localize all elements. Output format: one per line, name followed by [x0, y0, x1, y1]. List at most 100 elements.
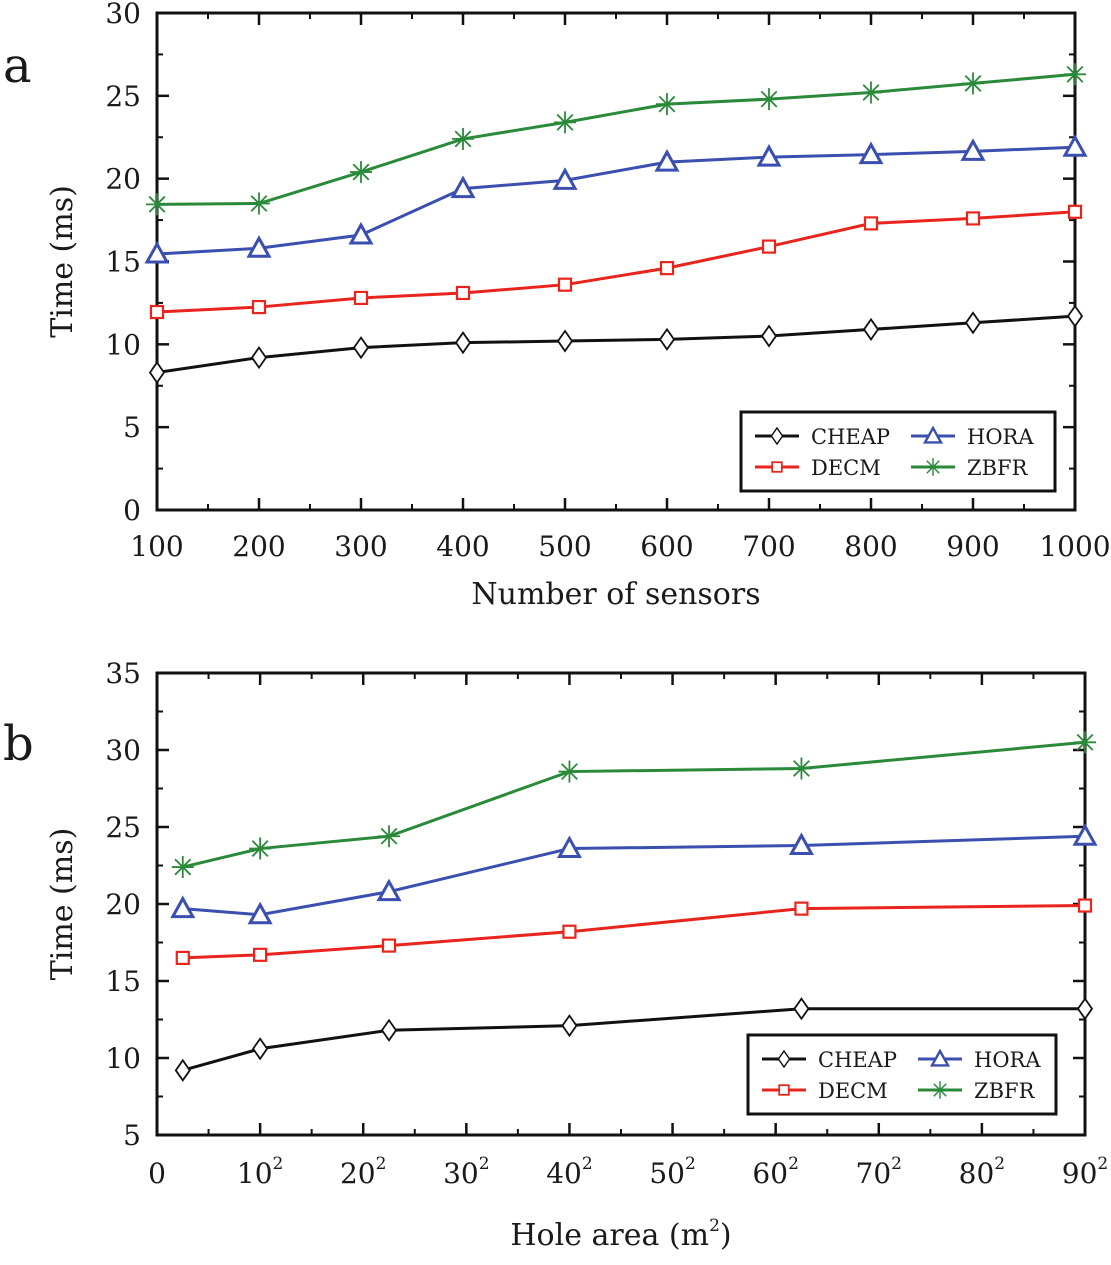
y-tick-label: 15 — [105, 246, 141, 279]
legend-item-zbfr: ZBFR — [911, 456, 1029, 480]
data-point-decm — [1077, 898, 1093, 913]
legend-diamond-icon — [777, 1049, 791, 1069]
data-point-cheap — [793, 997, 810, 1021]
data-point-zbfr — [171, 856, 194, 879]
x-axis-title-superscript: 2 — [709, 1216, 720, 1236]
x-tick-label-superscript: 2 — [685, 1154, 696, 1174]
data-point-cheap — [658, 327, 676, 351]
star-stroke — [250, 195, 268, 212]
legend-item-hora: HORA — [911, 425, 1034, 449]
x-tick-label-text: 200 — [232, 530, 285, 563]
data-point-zbfr — [758, 88, 780, 111]
y-axis-title: Time (ms) — [45, 185, 80, 338]
series-zbfr — [171, 731, 1096, 879]
legend-label: ZBFR — [967, 456, 1029, 480]
legend-label: ZBFR — [974, 1079, 1036, 1103]
data-point-cheap — [380, 1018, 398, 1042]
series-line-decm — [182, 904, 1086, 960]
legend: CHEAP DECM HORA ZBFR — [739, 410, 1057, 493]
x-tick-label-superscript: 2 — [582, 1154, 593, 1174]
x-tick-label-text: 90 — [1062, 1157, 1098, 1190]
x-tick-label: 302 — [443, 1154, 489, 1190]
data-point-hora — [552, 167, 578, 190]
data-point-decm — [562, 924, 577, 939]
x-tick-label-text: 0 — [148, 1157, 166, 1190]
x-tick-label: 902 — [1062, 1154, 1108, 1190]
y-tick-label: 35 — [105, 657, 141, 690]
data-point-hora — [376, 878, 402, 902]
legend-label: DECM — [811, 456, 881, 480]
legend-diamond-icon — [770, 426, 784, 446]
x-tick-label: 102 — [237, 1154, 283, 1190]
legend-item-hora: HORA — [918, 1048, 1041, 1072]
data-point-zbfr — [790, 757, 813, 780]
x-tick-label: 600 — [640, 530, 693, 563]
series-decm — [149, 204, 1083, 320]
data-point-zbfr — [1074, 731, 1096, 754]
legend-box — [739, 410, 1057, 493]
series-line-decm — [156, 210, 1076, 314]
data-point-hora — [556, 835, 582, 859]
star-stroke — [380, 827, 398, 845]
data-point-zbfr — [248, 192, 270, 215]
data-point-cheap — [454, 331, 472, 355]
data-point-cheap — [1066, 304, 1084, 328]
x-axis-title-text: Hole area (m — [510, 1218, 709, 1253]
x-tick-label: 702 — [856, 1154, 902, 1190]
data-point-decm — [557, 277, 573, 292]
series-hora — [170, 823, 1098, 925]
x-tick-label: 300 — [334, 530, 387, 563]
legend-label: HORA — [974, 1048, 1041, 1072]
data-point-zbfr — [146, 193, 168, 216]
legend-label: CHEAP — [818, 1048, 897, 1072]
x-tick-label-text: 10 — [237, 1157, 273, 1190]
x-tick-label-text: 40 — [546, 1157, 582, 1190]
panel-letter: a — [3, 38, 32, 94]
chart-panel-b: b0 102 202 302 402 502 602 702 802 90251015202530… — [3, 657, 1108, 1253]
legend-item-decm: DECM — [755, 456, 881, 480]
data-point-cheap — [556, 329, 574, 353]
data-point-zbfr — [558, 760, 581, 783]
x-axis-title: Hole area (m2) — [510, 1216, 731, 1253]
data-point-cheap — [760, 324, 778, 348]
x-tick-label-text: 70 — [856, 1157, 892, 1190]
data-point-zbfr — [1064, 63, 1086, 86]
data-point-zbfr — [452, 127, 474, 150]
legend-item-zbfr: ZBFR — [918, 1079, 1036, 1103]
data-point-cheap — [174, 1058, 191, 1082]
data-point-hora — [144, 240, 170, 264]
legend-swatch-marker — [924, 458, 942, 476]
x-tick-label: 800 — [844, 530, 897, 563]
y-axis-title: Time (ms) — [45, 828, 80, 981]
y-tick-label: 10 — [105, 328, 141, 361]
legend-swatch-marker — [770, 426, 784, 446]
legend-triangle-icon — [922, 425, 944, 444]
legend-star-icon — [931, 1081, 949, 1099]
x-tick-label-text: 400 — [436, 530, 489, 563]
data-point-decm — [251, 299, 267, 315]
data-point-zbfr — [378, 825, 400, 848]
star-stroke — [964, 74, 982, 92]
x-tick-label: 400 — [436, 530, 489, 563]
x-tick-label-superscript: 2 — [1097, 1154, 1108, 1174]
star-stroke — [561, 763, 578, 780]
y-tick-label: 30 — [105, 0, 141, 30]
x-tick-label-text: 100 — [130, 530, 183, 563]
panel-letter: b — [3, 716, 34, 772]
y-tick-label: 20 — [105, 888, 141, 921]
x-tick-label: 700 — [742, 530, 795, 563]
star-stroke — [352, 163, 370, 181]
legend-square-icon — [778, 1084, 790, 1096]
legend: CHEAP DECM HORA ZBFR — [746, 1033, 1058, 1116]
data-point-hora — [247, 901, 273, 925]
star-stroke — [251, 840, 269, 857]
data-point-hora — [170, 895, 196, 919]
data-point-cheap — [250, 346, 268, 370]
legend-swatch-marker — [931, 1081, 949, 1099]
legend-swatch-marker — [929, 1048, 951, 1067]
series-decm — [175, 898, 1093, 966]
y-tick-label: 15 — [105, 965, 141, 998]
series-hora — [144, 134, 1088, 264]
series-line-zbfr — [182, 740, 1086, 869]
